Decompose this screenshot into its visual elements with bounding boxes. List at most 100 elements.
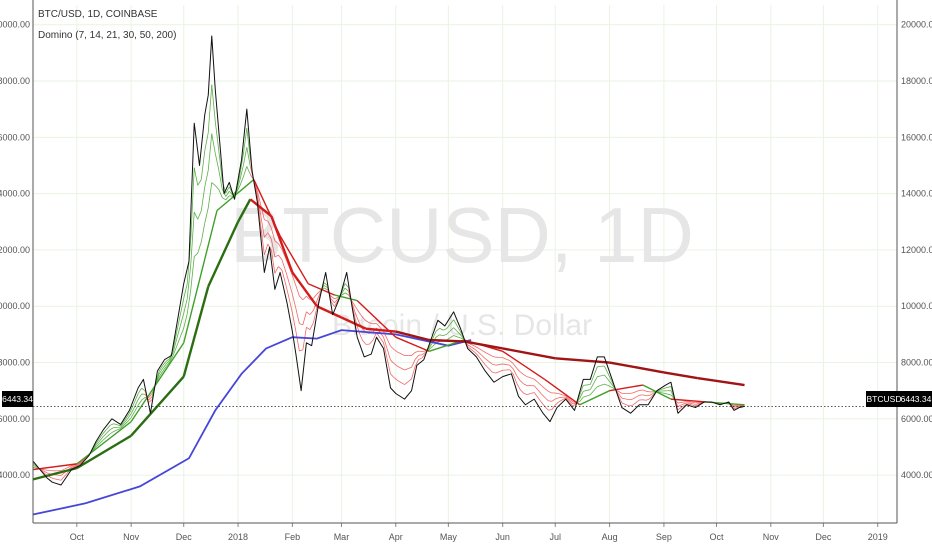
ma-ribbon-segment <box>519 380 524 385</box>
ma-ribbon-segment <box>456 325 461 333</box>
ma-ribbon-segment <box>148 399 153 403</box>
ma-ribbon-segment <box>621 397 626 400</box>
ma-ribbon-segment <box>134 393 139 402</box>
ma-ribbon-segment <box>618 393 623 399</box>
ma-ribbon-segment <box>470 349 475 353</box>
ma30-segment <box>609 384 643 392</box>
ma-ribbon-segment <box>572 402 577 405</box>
ma50-segment <box>502 347 556 360</box>
ma-ribbon-segment <box>593 366 598 376</box>
ma50-segment <box>316 305 342 319</box>
ma30-segment <box>579 390 610 406</box>
ma-ribbon-segment <box>495 364 500 366</box>
ma-ribbon-segment <box>102 432 107 438</box>
ma-ribbon-segment <box>106 425 111 430</box>
ma-ribbon-segment <box>71 465 76 468</box>
ma-ribbon-segment <box>533 392 539 398</box>
ma-ribbon-segment <box>158 368 164 375</box>
ma-ribbon-segment <box>200 150 206 180</box>
y-tick-label-left: 10000.00 <box>0 301 30 311</box>
ma-ribbon-segment <box>390 373 395 378</box>
ma-ribbon-segment <box>239 176 244 187</box>
ma-ribbon-segment <box>148 393 153 398</box>
ma-ribbon-segment <box>499 363 503 365</box>
ma-ribbon-segment <box>172 339 178 353</box>
y-tick-label-right: 12000.00 <box>901 245 932 255</box>
ma-ribbon-segment <box>81 457 86 462</box>
ma-ribbon-segment <box>200 223 206 243</box>
ma-ribbon-segment <box>660 388 665 391</box>
ma-ribbon-segment <box>435 327 440 332</box>
ma-ribbon-segment <box>134 405 139 412</box>
ma-ribbon-segment <box>565 396 570 401</box>
ma-ribbon-segment <box>211 133 216 154</box>
y-tick-label-left: 20000.00 <box>0 20 30 30</box>
ma-ribbon-segment <box>281 249 286 258</box>
ma-ribbon-segment <box>597 384 601 387</box>
price-line <box>32 35 745 486</box>
ma-ribbon-segment <box>218 169 223 190</box>
ma-ribbon-segment <box>533 378 538 383</box>
ma30-segment <box>32 463 77 471</box>
ma-ribbon-segment <box>214 153 220 170</box>
ma-ribbon-segment <box>306 326 311 330</box>
ma-ribbon-segment <box>344 287 349 292</box>
ma-ribbon-segment <box>190 256 195 291</box>
ma-ribbon-segment <box>165 359 170 365</box>
ma-ribbon-segment <box>414 350 419 353</box>
ma-ribbon-segment <box>278 266 283 271</box>
indicator-title: Domino (7, 14, 21, 30, 50, 200) <box>38 30 176 41</box>
ma-ribbon-segment <box>137 399 142 406</box>
ma-ribbon-segment <box>120 424 125 429</box>
ma-ribbon-segment <box>544 388 549 392</box>
ma-ribbon-segment <box>400 353 405 356</box>
ma-ribbon-segment <box>207 133 213 171</box>
ma-ribbon-segment <box>256 190 262 206</box>
ma50-segment <box>236 198 252 223</box>
ma-ribbon-segment <box>474 351 479 357</box>
ma-ribbon-segment <box>267 220 272 229</box>
ma-ribbon-segment <box>428 346 433 350</box>
ma-ribbon-segment <box>355 306 360 313</box>
ma-ribbon-segment <box>562 394 566 397</box>
ma-ribbon-segment <box>583 395 587 398</box>
ma-ribbon-segment <box>660 392 664 394</box>
ma-ribbon-segment <box>299 295 304 301</box>
ma-ribbon-segment <box>558 399 563 403</box>
ma-ribbon-segment <box>95 443 100 448</box>
ma-ribbon-segment <box>204 207 209 224</box>
ma-ribbon-segment <box>635 390 640 393</box>
ma-ribbon-segment <box>530 392 535 394</box>
ma-ribbon-segment <box>551 398 556 402</box>
ma-ribbon-segment <box>397 380 402 383</box>
ma-ribbon-segment <box>78 462 83 466</box>
ma-ribbon-segment <box>242 147 248 166</box>
ma-ribbon-segment <box>120 420 125 427</box>
y-tick-label-left: 8000.00 <box>0 358 30 368</box>
ma-ribbon-segment <box>393 349 398 353</box>
ma-ribbon-segment <box>295 308 300 324</box>
ma-ribbon-segment <box>537 389 542 394</box>
ma-ribbon-segment <box>407 378 412 383</box>
ma-ribbon-segment <box>386 358 391 375</box>
chart-header: BTC/USD, 1D, COINBASE Domino (7, 14, 21,… <box>38 9 176 41</box>
x-tick-label: Oct <box>70 532 85 542</box>
ma-ribbon-segment <box>291 275 297 286</box>
ma-ribbon-segment <box>169 355 174 363</box>
ma-ribbon-segment <box>548 390 552 394</box>
ma50-segment <box>340 316 367 330</box>
ma-ribbon-segment <box>488 361 493 365</box>
ma-ribbon-segment <box>418 357 423 361</box>
ma-ribbon-segment <box>488 353 493 357</box>
ma-ribbon-segment <box>323 282 328 286</box>
ma-ribbon-segment <box>516 367 521 373</box>
ma-ribbon-segment <box>116 428 121 431</box>
ma-ribbon-segment <box>270 227 276 241</box>
ma-ribbon-segment <box>330 301 335 307</box>
ma-ribbon-segment <box>586 389 591 391</box>
ma-ribbon-segment <box>53 478 58 480</box>
ma-ribbon-segment <box>263 243 269 255</box>
ma-ribbon-segment <box>540 401 546 407</box>
